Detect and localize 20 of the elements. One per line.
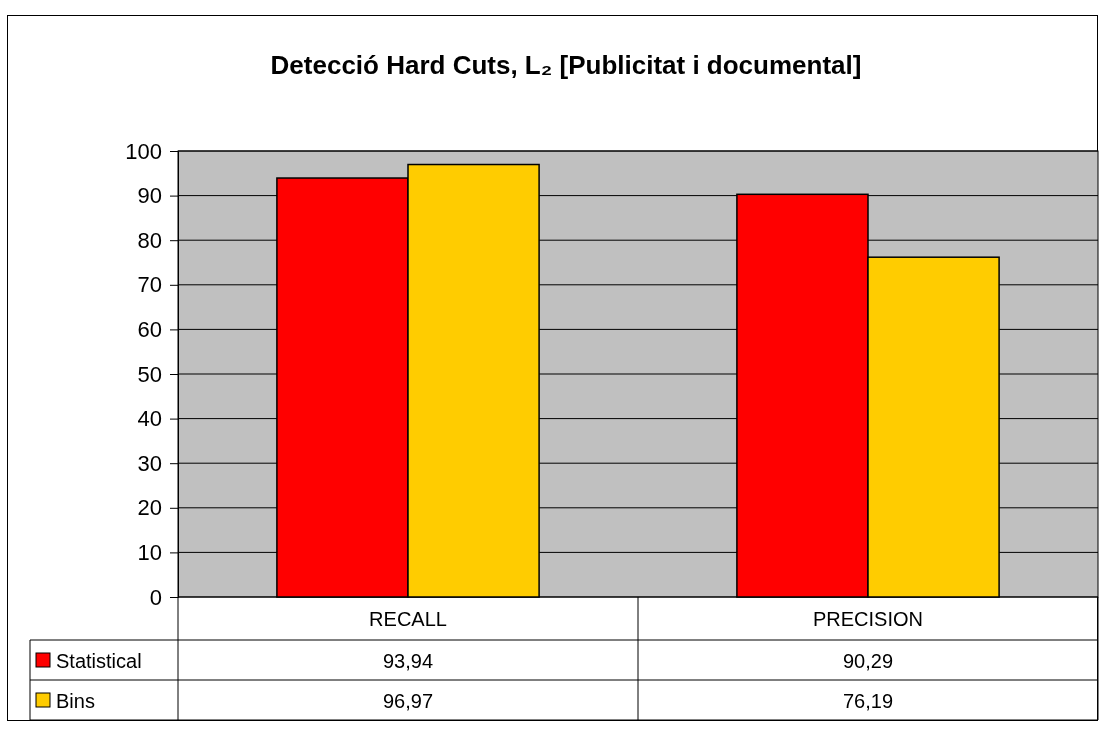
y-tick-label: 50 <box>137 361 162 387</box>
y-tick-label: 70 <box>137 272 162 298</box>
y-tick-label: 40 <box>137 406 162 432</box>
data-label: 76,19 <box>842 690 894 712</box>
y-tick-label: 90 <box>137 183 162 209</box>
data-label: 90,29 <box>842 650 894 672</box>
y-tick-label: 10 <box>137 539 162 565</box>
y-tick-label: 20 <box>137 495 162 521</box>
y-tick-label: 30 <box>137 450 162 476</box>
chart-title: Detecció Hard Cuts, L₂ [Publicitat i documental] <box>270 50 862 80</box>
data-label: 96,97 <box>382 690 434 712</box>
x-tick-label: RECALL <box>369 608 447 630</box>
y-tick-label: 0 <box>149 584 162 610</box>
legend-label: Bins <box>56 690 95 712</box>
y-tick-label: 60 <box>137 316 162 342</box>
legend-label: Statistical <box>56 650 142 672</box>
y-tick-label: 100 <box>125 138 162 164</box>
x-tick-label: PRECISION <box>812 608 924 630</box>
y-tick-label: 80 <box>137 227 162 253</box>
data-label: 93,94 <box>382 650 434 672</box>
